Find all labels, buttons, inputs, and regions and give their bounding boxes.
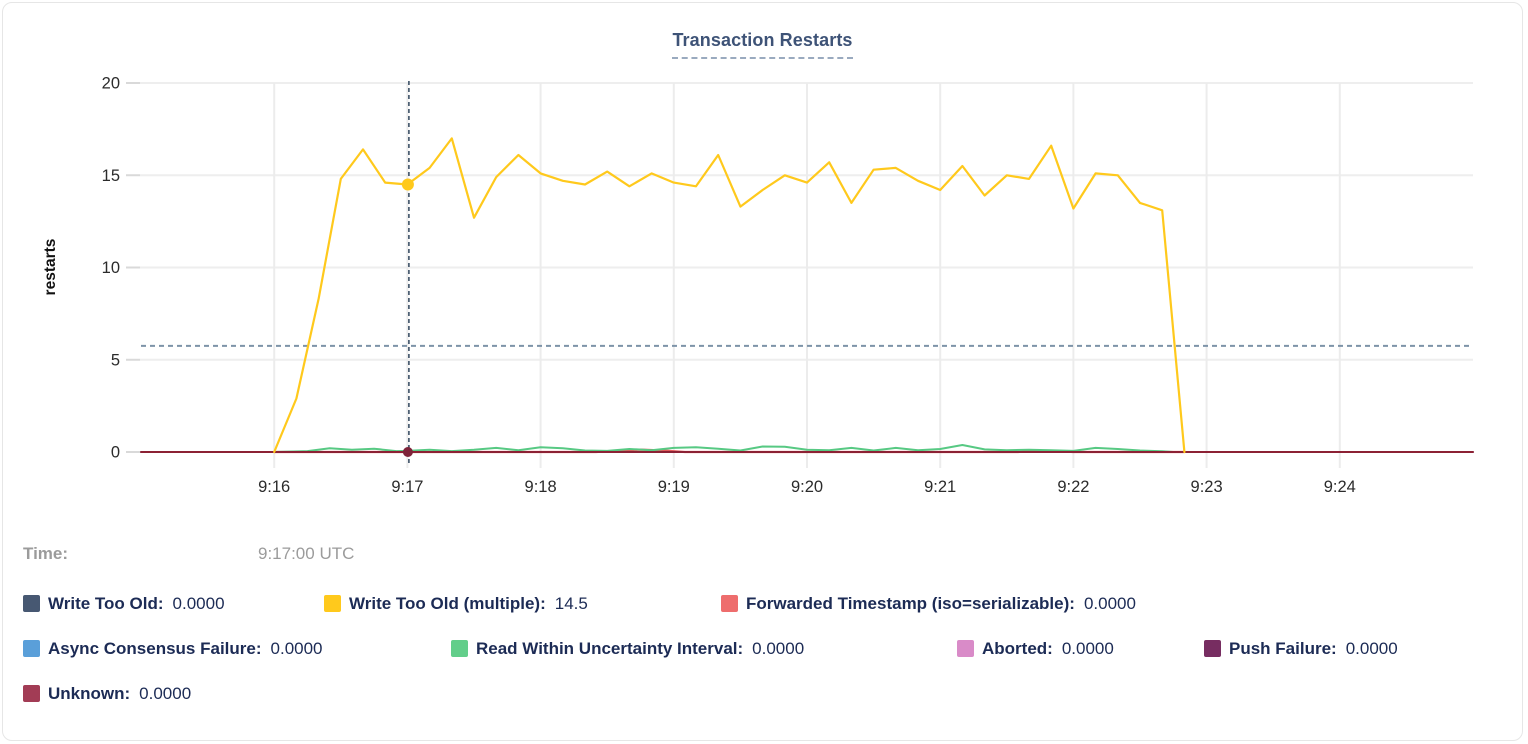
x-tick-label: 9:16 [258, 478, 290, 496]
legend-item-push-failure: Push Failure: 0.0000 [1204, 639, 1398, 661]
legend-item-write-too-old-multiple: Write Too Old (multiple): 14.5 [324, 594, 588, 616]
legend-value: 0.0000 [270, 639, 323, 658]
x-tick-label: 9:22 [1057, 478, 1089, 496]
legend-label: Push Failure: [1229, 639, 1337, 658]
x-tick-label: 9:17 [391, 478, 423, 496]
legend-swatch [324, 595, 341, 612]
x-tick-label: 9:19 [658, 478, 690, 496]
series-line-read-within-uncertainty-interval [273, 444, 1175, 453]
transaction-restarts-chart[interactable]: 0 5 10 15 20 9:16 9:17 9:18 9:19 9:20 9:21 9:22 9:23… [3, 3, 1523, 518]
y-tick-label: 15 [102, 167, 120, 185]
legend-item-unknown: Unknown: 0.0000 [23, 684, 191, 706]
legend-value: 0.0000 [139, 684, 192, 703]
y-tick-label: 5 [111, 351, 120, 369]
legend-item-write-too-old: Write Too Old: 0.0000 [23, 594, 225, 616]
legend-swatch [721, 595, 738, 612]
y-tick-label: 0 [111, 444, 120, 462]
legend-label: Aborted: [982, 639, 1053, 658]
legend-value: 0.0000 [1345, 639, 1398, 658]
series-line-write-too-old-multiple- [273, 137, 1186, 454]
crosshair-marker-write-too-old-multiple- [401, 178, 414, 191]
legend-swatch [451, 640, 468, 657]
legend-label: Write Too Old (multiple): [349, 594, 546, 613]
legend-swatch [23, 685, 40, 702]
legend-label: Async Consensus Failure: [48, 639, 262, 658]
legend-item-aborted: Aborted: 0.0000 [957, 639, 1114, 661]
legend-label: Unknown: [48, 684, 131, 703]
legend-item-async-consensus-failure: Async Consensus Failure: 0.0000 [23, 639, 323, 661]
legend-label: Read Within Uncertainty Interval: [476, 639, 744, 658]
legend-item-read-within-uncertainty-interval: Read Within Uncertainty Interval: 0.0000 [451, 639, 804, 661]
y-axis-title: restarts [42, 239, 59, 296]
legend-value: 0.0000 [172, 594, 225, 613]
legend-label: Forwarded Timestamp (iso=serializable): [746, 594, 1075, 613]
x-tick-label: 9:23 [1191, 478, 1223, 496]
legend-swatch [23, 640, 40, 657]
legend-swatch [957, 640, 974, 657]
x-tick-label: 9:20 [791, 478, 823, 496]
hover-time-row: Time: 9:17:00 UTC [3, 544, 1522, 568]
y-tick-label: 10 [102, 259, 120, 277]
legend-value: 0.0000 [1083, 594, 1136, 613]
legend-swatch [23, 595, 40, 612]
y-tick-label: 20 [102, 75, 120, 93]
x-tick-label: 9:18 [525, 478, 557, 496]
time-label: Time: [23, 544, 69, 563]
legend-value: 14.5 [554, 594, 588, 613]
legend-label: Write Too Old: [48, 594, 164, 613]
legend-item-forwarded-timestamp-iso-serializable: Forwarded Timestamp (iso=serializable): 0… [721, 594, 1136, 616]
chart-title[interactable]: Transaction Restarts [672, 30, 853, 59]
legend-value: 0.0000 [752, 639, 805, 658]
x-tick-label: 9:24 [1324, 478, 1356, 496]
legend-value: 0.0000 [1061, 639, 1114, 658]
time-value: 9:17:00 UTC [258, 544, 355, 563]
legend-swatch [1204, 640, 1221, 657]
crosshair-marker-unknown [402, 447, 413, 457]
chart-title-wrap: Transaction Restarts [3, 30, 1522, 59]
x-tick-label: 9:21 [924, 478, 956, 496]
